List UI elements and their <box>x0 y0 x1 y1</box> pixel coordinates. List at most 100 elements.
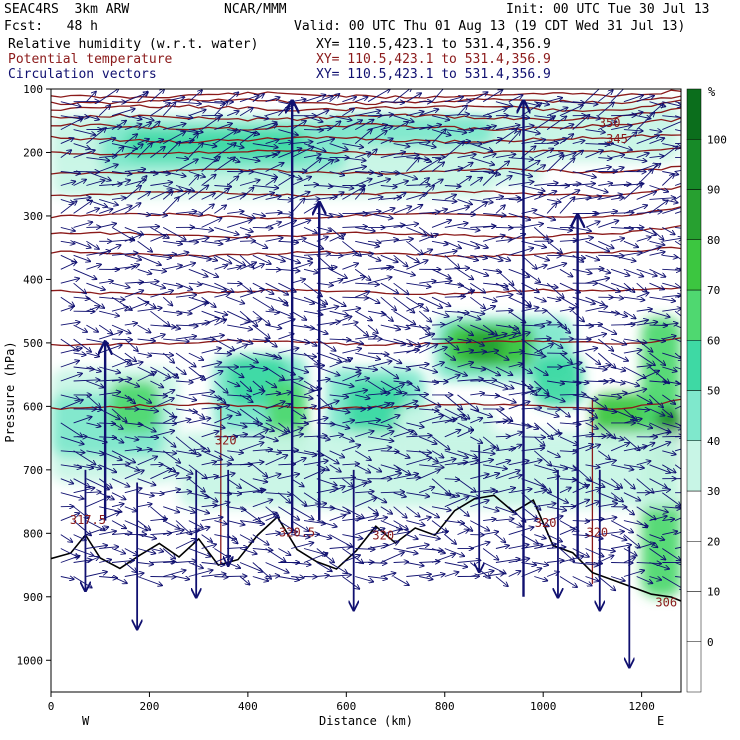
vector <box>303 296 325 307</box>
y-tick-label-700: 700 <box>23 464 43 477</box>
vector <box>623 296 645 300</box>
vector <box>73 201 92 214</box>
vector <box>585 254 600 260</box>
vector <box>380 198 401 200</box>
vector <box>342 253 356 255</box>
vector <box>611 227 633 228</box>
vector <box>137 139 149 145</box>
vector <box>303 95 325 103</box>
vector <box>163 311 181 313</box>
vector <box>444 297 465 298</box>
vector <box>124 235 142 242</box>
vector <box>329 171 345 176</box>
vector <box>457 105 468 117</box>
vector <box>623 183 643 200</box>
vector <box>188 175 199 186</box>
vector <box>662 115 681 118</box>
vector <box>175 295 196 298</box>
vector <box>291 238 306 241</box>
vector <box>470 240 488 248</box>
vector <box>99 165 118 172</box>
vector <box>610 268 629 275</box>
vector <box>380 172 400 174</box>
vector <box>98 89 119 103</box>
colorbar-label-30: 30 <box>707 485 720 498</box>
vector <box>495 176 512 186</box>
vector <box>163 254 176 255</box>
vector <box>239 96 259 103</box>
vector <box>649 268 666 277</box>
vector <box>265 254 285 261</box>
vector <box>521 185 545 192</box>
vector <box>662 238 681 242</box>
colorbar-label-80: 80 <box>707 234 720 247</box>
vector <box>546 98 562 103</box>
vector <box>380 186 397 187</box>
vector <box>99 138 115 145</box>
theta-contour-2 <box>51 99 681 113</box>
vector <box>329 268 347 278</box>
vector <box>559 197 575 214</box>
vector <box>265 163 284 172</box>
vector <box>431 89 444 102</box>
vector <box>124 186 141 200</box>
vector <box>406 304 423 312</box>
vector <box>534 116 555 130</box>
vector <box>329 192 344 200</box>
vector <box>482 306 495 312</box>
x-tick-label-200: 200 <box>140 700 160 713</box>
vector <box>188 226 213 230</box>
vector <box>239 319 261 326</box>
vector <box>483 197 503 200</box>
vector <box>354 310 372 320</box>
vector <box>265 212 282 213</box>
vector <box>99 224 116 228</box>
vector <box>239 132 256 144</box>
vector <box>444 97 463 103</box>
vector <box>342 297 368 298</box>
x-tick-label-1200: 1200 <box>628 700 655 713</box>
vector <box>457 198 473 204</box>
vector <box>598 102 614 117</box>
vector <box>188 322 210 325</box>
vector <box>214 186 231 187</box>
vector <box>649 252 665 256</box>
vector <box>86 264 101 270</box>
vector <box>611 184 631 186</box>
vector <box>137 268 152 274</box>
vector <box>419 281 435 283</box>
vector <box>214 320 226 326</box>
colorbar-label-100: 100 <box>707 133 727 146</box>
vector <box>662 295 681 297</box>
vector <box>547 297 560 300</box>
field-label-vectors: Circulation vectors <box>8 67 157 82</box>
vector <box>483 226 496 227</box>
vector <box>431 129 446 144</box>
vector <box>470 203 487 214</box>
vector <box>380 225 405 228</box>
vector <box>98 105 110 117</box>
vector <box>252 240 267 248</box>
vector <box>137 254 161 265</box>
vector <box>406 254 419 262</box>
vector <box>86 209 99 214</box>
vector <box>163 124 185 131</box>
vector <box>406 260 427 270</box>
vector <box>86 171 110 181</box>
vector <box>329 296 346 306</box>
vector <box>572 268 592 273</box>
vector <box>188 130 203 133</box>
vector <box>137 227 160 228</box>
vector <box>649 296 676 301</box>
theta-contour-3 <box>51 107 681 122</box>
vector <box>572 171 596 178</box>
vector <box>674 254 681 260</box>
vector <box>150 89 164 103</box>
vector <box>60 226 75 231</box>
vector <box>470 198 493 202</box>
vector <box>227 310 249 322</box>
theta-label-4: 320.5 <box>279 525 315 539</box>
vector <box>367 212 393 218</box>
vector <box>342 120 362 131</box>
vector <box>534 165 545 172</box>
